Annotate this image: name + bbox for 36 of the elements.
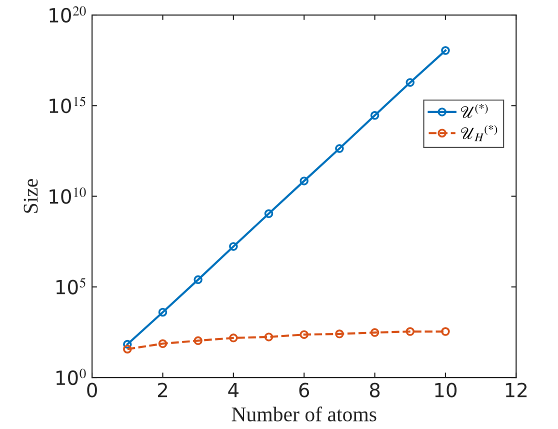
point [370, 111, 380, 120]
point [370, 328, 380, 337]
point [229, 242, 238, 251]
point [406, 327, 415, 336]
y-tick-label: 10$^{10}$ [50, 188, 86, 204]
point [194, 275, 202, 284]
x-tick-label: 0 [87, 382, 97, 398]
point [158, 308, 168, 317]
point [123, 340, 132, 349]
point [123, 344, 132, 354]
legend-label: 𝒰$_{H}$$^{(*)}$ [461, 125, 498, 142]
point [300, 176, 308, 186]
point [441, 46, 450, 55]
y-tick-label: 10$^{5}$ [56, 278, 86, 294]
x-tick-label: 4 [228, 382, 239, 398]
x-axis-title: Number of atoms [232, 406, 376, 422]
y-tick-label: 10$^{0}$ [56, 368, 86, 386]
y-tick-label: 10$^{20}$ [50, 6, 86, 23]
point [406, 78, 415, 87]
point [441, 327, 450, 336]
x-tick-label: 6 [299, 382, 310, 398]
x-tick-label: 8 [370, 382, 380, 398]
point [229, 334, 238, 342]
point [194, 336, 202, 346]
x-tick-label: 2 [158, 382, 167, 398]
x-tick-label: 12 [506, 382, 527, 398]
y-tick-label: 10$^{15}$ [50, 96, 86, 114]
point [264, 332, 274, 342]
point [300, 330, 308, 339]
y-axis-title: Size [24, 179, 38, 213]
point [264, 209, 274, 218]
point [335, 330, 344, 338]
x-tick-label: 10 [435, 382, 457, 398]
point [158, 339, 168, 348]
point [335, 144, 344, 153]
legend-label: 𝒰$^{(*)}$ [461, 104, 488, 118]
